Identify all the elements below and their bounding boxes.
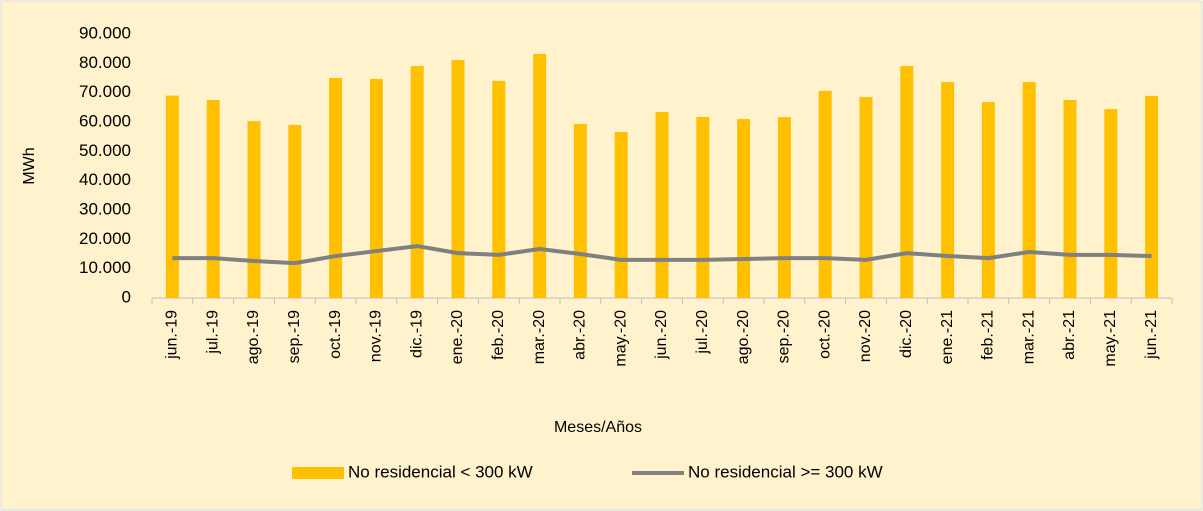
x-tick-label: oct.-19 — [327, 310, 344, 359]
x-tick-label: jul.-19 — [204, 310, 221, 355]
x-tick-label: may.-21 — [1102, 310, 1119, 367]
x-tick-label: abr.-21 — [1061, 310, 1078, 360]
line — [172, 244, 1152, 266]
legend-label: No residencial >= 300 kW — [688, 462, 883, 481]
x-tick-label: feb.-20 — [490, 310, 507, 360]
x-tick-label: oct.-20 — [816, 310, 833, 359]
bar — [614, 131, 628, 298]
bar — [655, 112, 669, 298]
x-tick-label: dic.-19 — [408, 310, 425, 358]
bar — [369, 78, 383, 298]
bar — [288, 124, 302, 298]
x-tick-label: jul.-20 — [694, 310, 711, 355]
y-tick-label: 60.000 — [79, 111, 131, 130]
x-tick-label: sep.-20 — [776, 310, 793, 363]
x-tick-label: ene.-21 — [939, 310, 956, 364]
x-tick-label: jun.-21 — [1143, 310, 1160, 360]
bar — [1063, 100, 1077, 298]
y-tick-label: 40.000 — [79, 170, 131, 189]
x-tick-label: ago.-20 — [735, 310, 752, 364]
y-axis-title: MWh — [21, 147, 38, 184]
bar — [165, 95, 179, 298]
bar — [900, 65, 914, 299]
legend-label: No residencial < 300 kW — [348, 462, 533, 481]
bar — [1104, 109, 1118, 299]
bar — [818, 90, 832, 298]
bar — [410, 65, 424, 299]
x-tick-label: nov.-20 — [857, 310, 874, 362]
bar — [329, 78, 343, 298]
bar — [859, 97, 873, 298]
y-tick-label: 0 — [122, 287, 131, 306]
bar — [1145, 95, 1159, 298]
bar — [492, 80, 506, 298]
bar — [247, 121, 261, 299]
x-tick-label: ago.-19 — [245, 310, 262, 364]
legend-swatch — [292, 467, 344, 479]
x-tick-label: feb.-21 — [980, 310, 997, 360]
y-tick-label: 90.000 — [79, 23, 131, 42]
x-tick-label: nov.-19 — [368, 310, 385, 362]
y-tick-label: 50.000 — [79, 141, 131, 160]
y-tick-label: 80.000 — [79, 53, 131, 72]
x-tick-label: jun.-19 — [164, 310, 181, 360]
x-axis-title: Meses/Años — [554, 419, 642, 436]
bar — [737, 119, 751, 298]
bar — [533, 53, 547, 298]
bar — [1022, 82, 1036, 299]
x-tick-label: mar.-20 — [531, 310, 548, 364]
y-tick-label: 10.000 — [79, 258, 131, 277]
y-tick-label: 70.000 — [79, 82, 131, 101]
x-tick-label: may.-20 — [612, 310, 629, 367]
x-tick-label: sep.-19 — [286, 310, 303, 363]
x-tick-label: jun.-20 — [653, 310, 670, 360]
bar — [573, 124, 587, 298]
bar — [941, 82, 955, 299]
y-tick-label: 30.000 — [79, 199, 131, 218]
x-tick-label: mar.-21 — [1020, 310, 1037, 364]
bar — [206, 100, 220, 298]
x-tick-label: dic.-20 — [898, 310, 915, 358]
x-tick-label: ene.-20 — [449, 310, 466, 364]
y-tick-label: 20.000 — [79, 229, 131, 248]
bar — [777, 117, 791, 298]
bar — [981, 102, 995, 298]
x-tick-label: abr.-20 — [572, 310, 589, 360]
bar — [696, 117, 710, 298]
bar — [451, 60, 465, 299]
